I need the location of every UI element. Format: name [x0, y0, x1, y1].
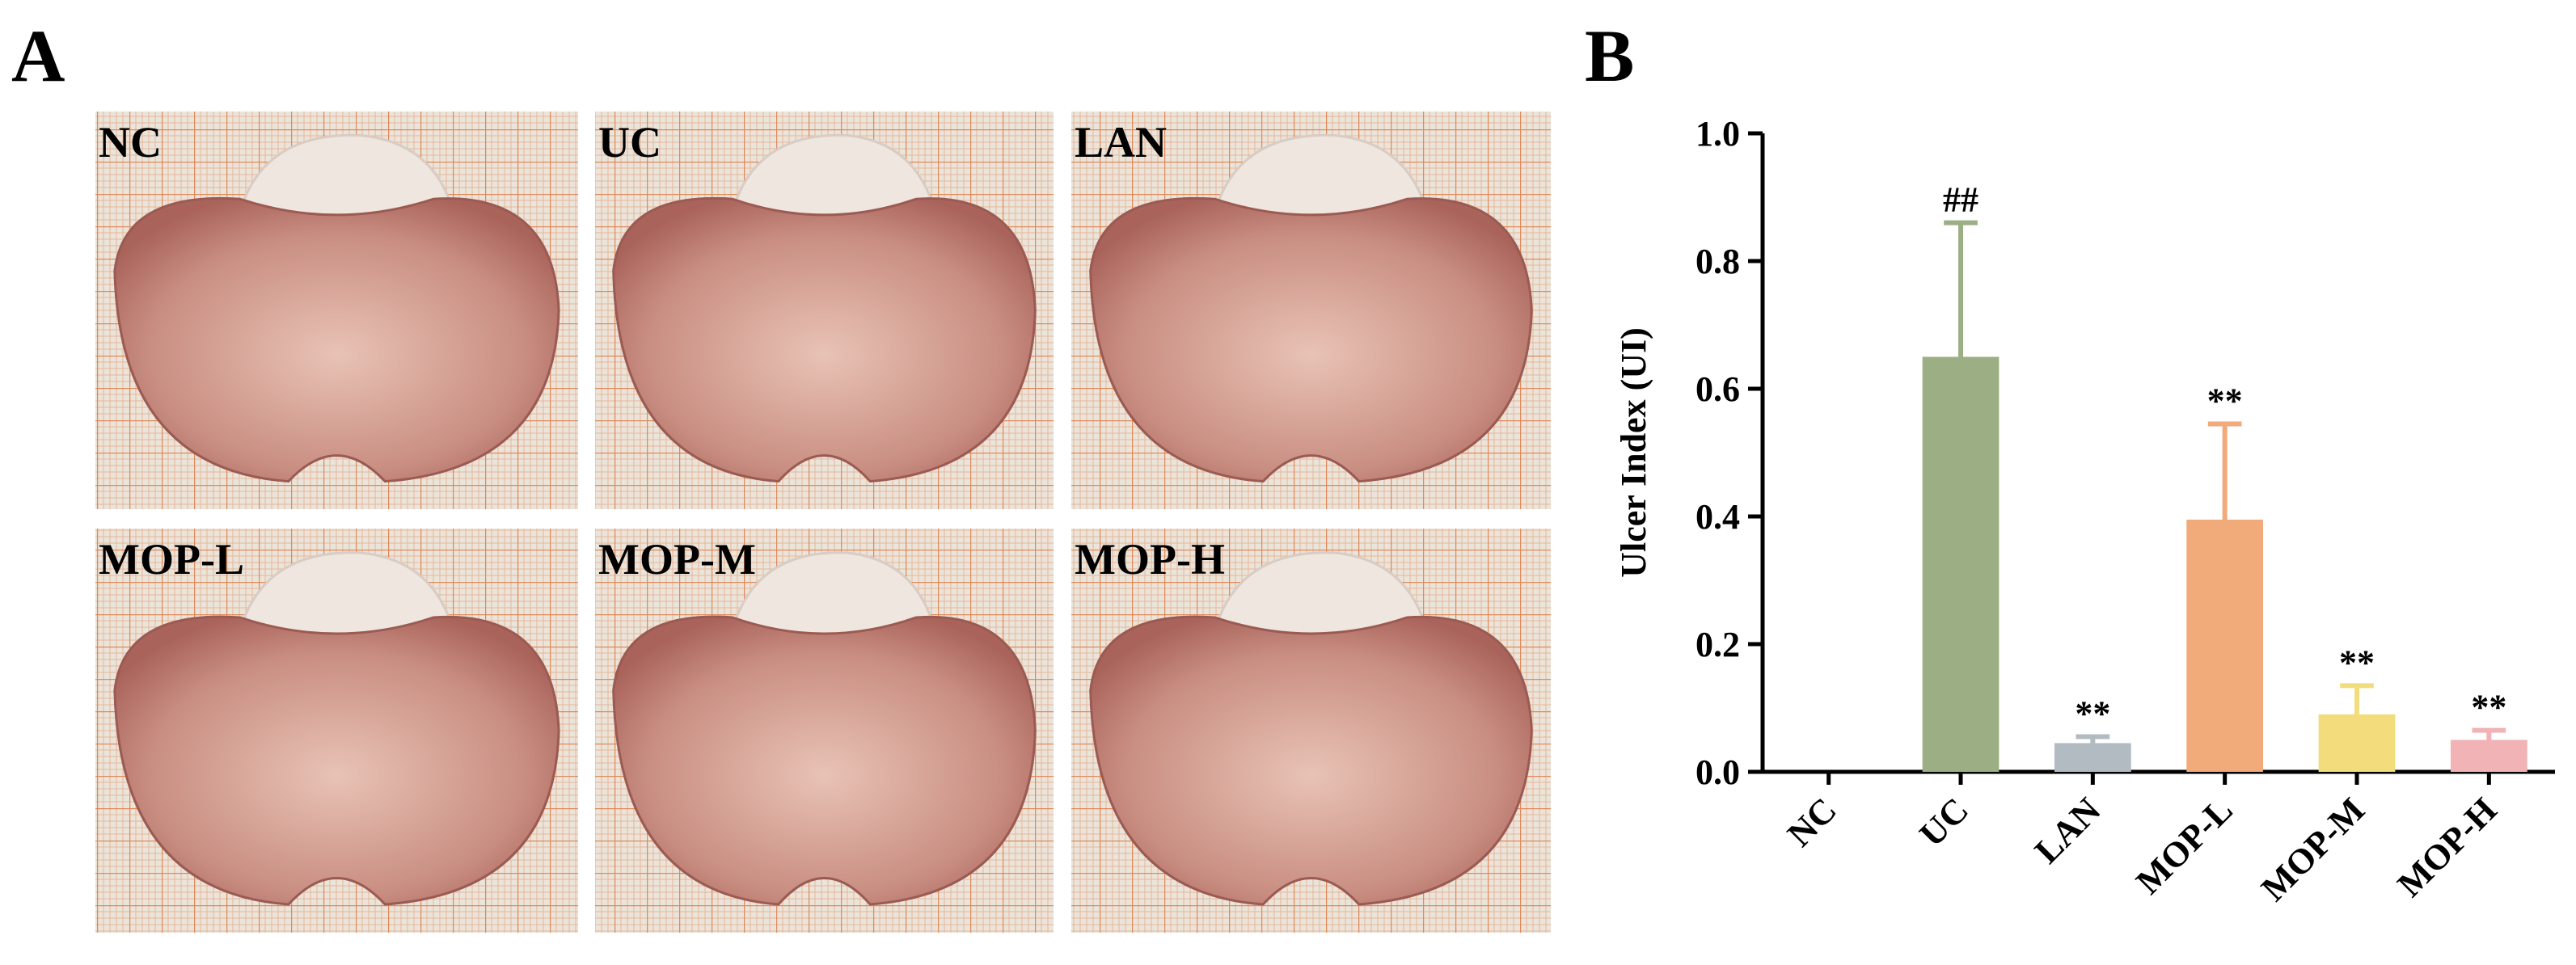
- bar: [2186, 519, 2264, 772]
- panel-label: B: [1585, 15, 1634, 97]
- stomach: [1089, 196, 1533, 483]
- photo-label: MOP-H: [1075, 535, 1225, 584]
- panel-label: A: [11, 15, 65, 97]
- significance-label: **: [2339, 643, 2375, 682]
- x-tick-label: UC: [1911, 790, 1976, 854]
- x-tick-label: MOP-L: [2128, 790, 2240, 901]
- bar: [2318, 714, 2396, 772]
- x-tick-label: LAN: [2027, 790, 2108, 870]
- x-tick-label: MOP-M: [2253, 790, 2372, 908]
- y-tick-label: 0.4: [1696, 497, 1740, 537]
- bar: [1922, 356, 2000, 772]
- y-tick-label: 0.6: [1696, 369, 1740, 409]
- bar: [2450, 740, 2527, 772]
- y-tick-label: 0.2: [1696, 625, 1740, 664]
- significance-label: ##: [1943, 180, 1978, 220]
- stomach: [612, 196, 1037, 483]
- photo-label: NC: [99, 118, 162, 166]
- y-axis-label: Ulcer Index (UI): [1614, 327, 1653, 578]
- y-tick-label: 0.0: [1696, 752, 1740, 792]
- significance-label: **: [2075, 694, 2110, 734]
- photo-label: MOP-L: [99, 535, 244, 584]
- stomach: [612, 615, 1037, 906]
- stomach: [113, 196, 560, 483]
- stomach: [1089, 615, 1533, 906]
- x-tick-label: NC: [1780, 790, 1844, 854]
- stomach: [113, 615, 560, 906]
- significance-label: **: [2471, 688, 2506, 727]
- photo-label: LAN: [1075, 118, 1167, 166]
- photo-label: UC: [598, 118, 661, 166]
- y-tick-label: 1.0: [1696, 114, 1740, 154]
- x-tick-label: MOP-H: [2390, 790, 2505, 904]
- photo-label: MOP-M: [598, 535, 756, 584]
- bar: [2054, 743, 2131, 772]
- y-tick-label: 0.8: [1696, 242, 1740, 281]
- significance-label: **: [2207, 381, 2243, 420]
